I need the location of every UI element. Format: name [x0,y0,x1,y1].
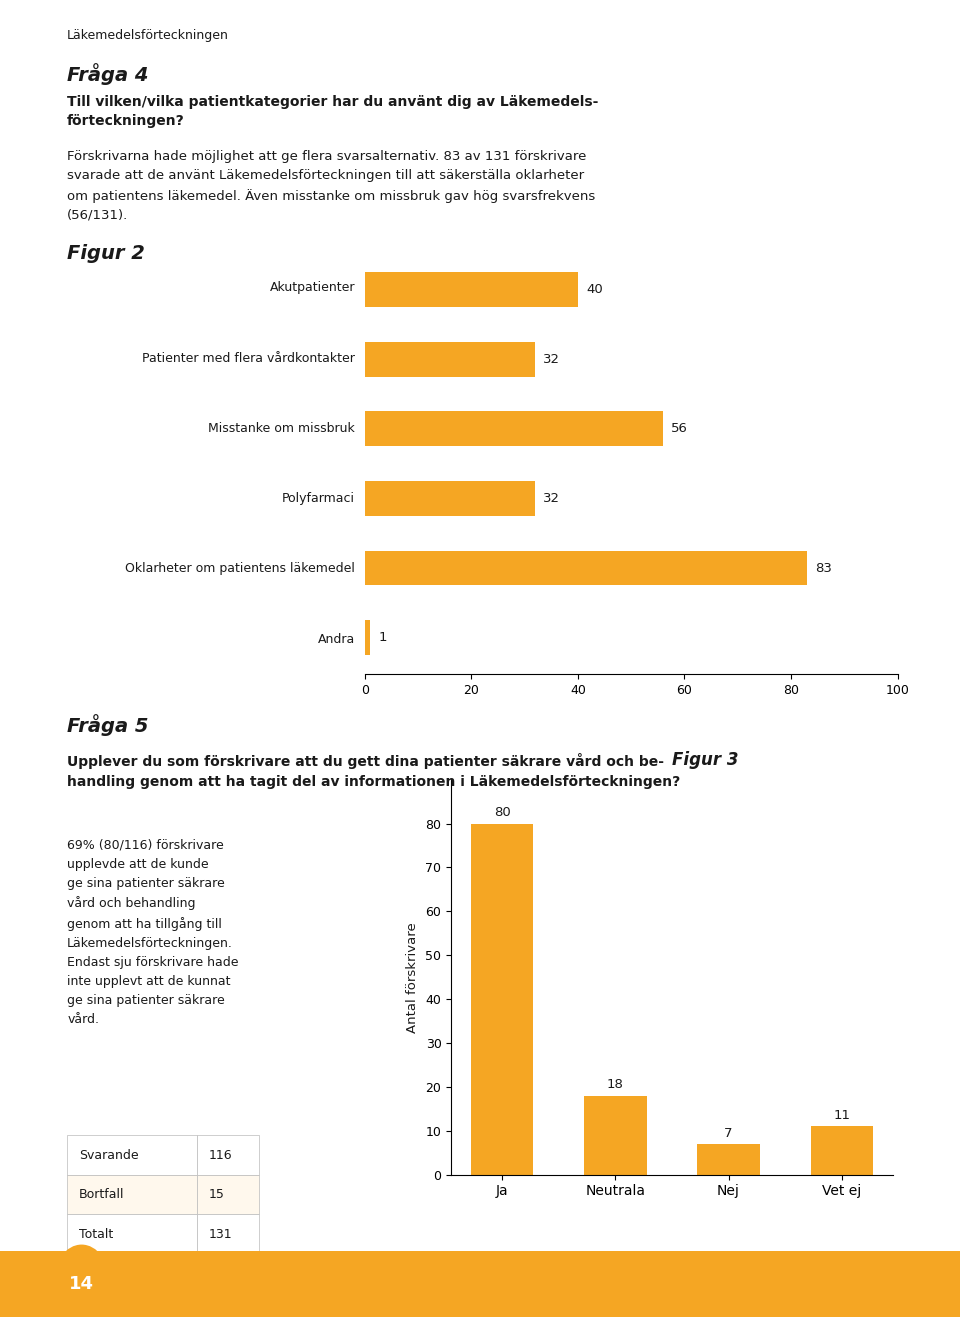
Text: 1: 1 [378,631,387,644]
Y-axis label: Antal förskrivare: Antal förskrivare [405,922,419,1033]
Text: 7: 7 [724,1126,732,1139]
Bar [0,1251,960,1317]
Text: 116: 116 [208,1148,232,1162]
Text: Bortfall: Bortfall [79,1188,124,1201]
Text: 40: 40 [586,283,603,296]
Text: Akutpatienter: Akutpatienter [270,282,355,295]
Bar [197,1175,259,1214]
Bar [365,620,371,655]
Text: Polyfarmaci: Polyfarmaci [282,493,355,506]
Text: 56: 56 [671,423,688,435]
Text: 32: 32 [543,493,561,504]
Text: Oklarheter om patientens läkemedel: Oklarheter om patientens läkemedel [126,562,355,576]
Text: 14: 14 [69,1275,94,1293]
Text: Förskrivarna hade möjlighet att ge flera svarsalternativ. 83 av 131 förskrivare
: Förskrivarna hade möjlighet att ge flera… [67,150,595,221]
Text: Läkemedelsförteckningen: Läkemedelsförteckningen [67,29,229,42]
Text: Svarande: Svarande [79,1148,138,1162]
Text: Figur 3: Figur 3 [672,751,738,769]
Text: Figur 2: Figur 2 [67,244,145,262]
Bar [471,823,534,1175]
Text: Upplever du som förskrivare att du gett dina patienter säkrare vård och be-
hand: Upplever du som förskrivare att du gett … [67,753,681,789]
Bar [365,551,807,586]
Bar [365,273,578,307]
Bar [365,341,536,377]
Text: Misstanke om missbruk: Misstanke om missbruk [208,421,355,435]
Text: Till vilken/vilka patientkategorier har du använt dig av Läkemedels-
förteckning: Till vilken/vilka patientkategorier har … [67,95,599,128]
Text: 80: 80 [494,806,511,819]
Circle shape [53,1245,110,1317]
Text: 32: 32 [543,353,561,366]
Bar [585,1096,646,1175]
Bar [67,1214,197,1254]
Text: Totalt: Totalt [79,1227,113,1241]
Text: Fråga 5: Fråga 5 [67,714,149,736]
Bar [365,481,536,516]
Text: 83: 83 [815,561,832,574]
Bar [698,1144,759,1175]
Text: Patienter med flera vårdkontakter: Patienter med flera vårdkontakter [142,352,355,365]
Text: 15: 15 [208,1188,225,1201]
Bar [67,1175,197,1214]
Text: Andra: Andra [318,632,355,645]
Text: Fråga 4: Fråga 4 [67,63,149,86]
Bar [810,1126,873,1175]
Bar [197,1135,259,1175]
Text: 131: 131 [208,1227,232,1241]
Text: 18: 18 [607,1079,624,1092]
Bar [67,1135,197,1175]
Text: 11: 11 [833,1109,851,1122]
Bar [197,1214,259,1254]
Bar [365,411,663,446]
Text: 69% (80/116) förskrivare
upplevde att de kunde
ge sina patienter säkrare
vård oc: 69% (80/116) förskrivare upplevde att de… [67,839,239,1026]
